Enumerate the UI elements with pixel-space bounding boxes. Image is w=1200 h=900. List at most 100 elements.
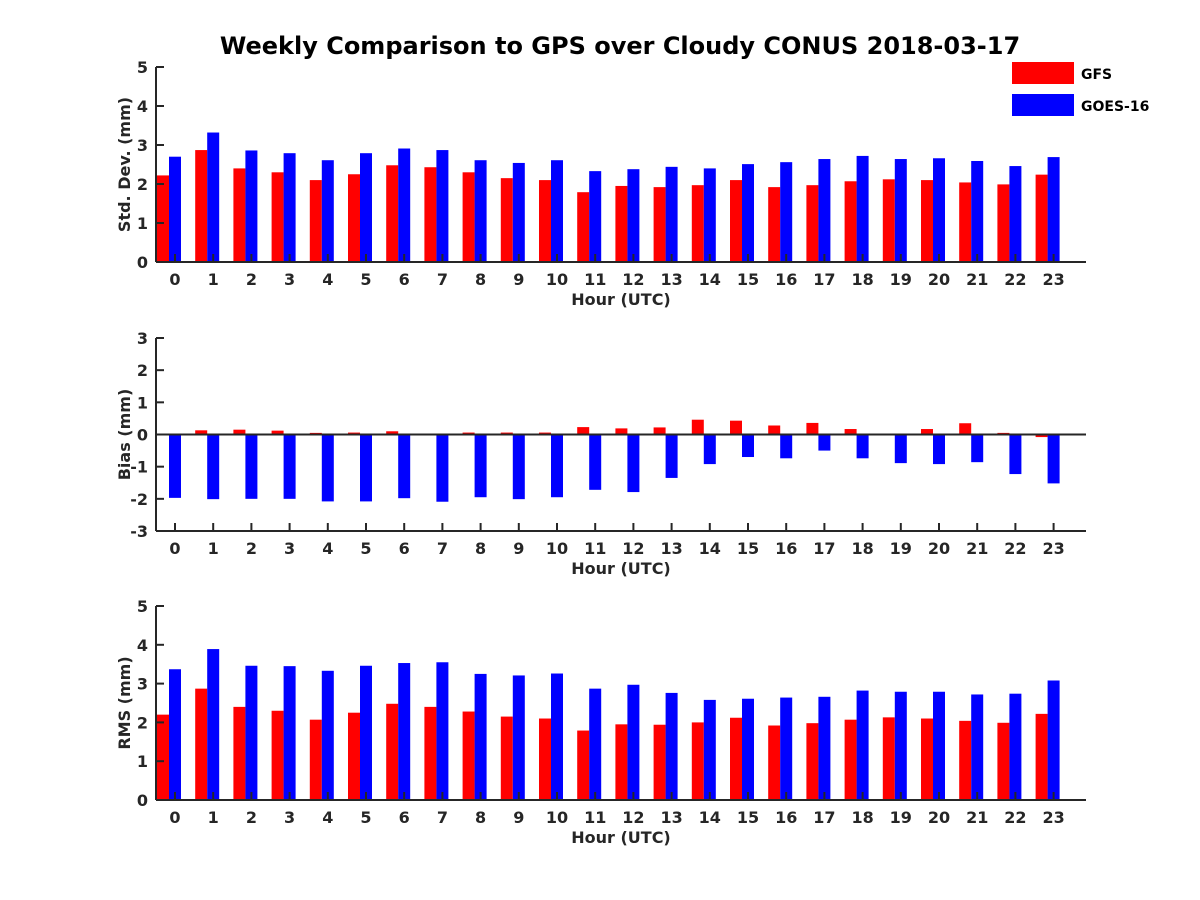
x-tick-label: 4 (322, 539, 333, 558)
x-tick-label: 17 (813, 539, 835, 558)
bar-rms-goes16-2 (245, 665, 258, 800)
x-tick-label: 5 (360, 808, 371, 827)
bar-stddev-goes16-12 (627, 169, 640, 262)
bar-stddev-gfs-19 (882, 179, 895, 262)
x-tick-label: 21 (966, 808, 988, 827)
bar-stddev-goes16-19 (894, 159, 907, 262)
bar-bias-goes16-22 (1009, 434, 1022, 475)
bar-rms-goes16-22 (1009, 693, 1022, 800)
y-tick-label: 5 (137, 58, 148, 77)
y-tick-label: 1 (137, 752, 148, 771)
x-tick-label: 6 (399, 808, 410, 827)
bar-stddev-gfs-0 (157, 175, 169, 262)
bar-bias-gfs-17 (806, 422, 819, 435)
bar-bias-goes16-9 (512, 434, 525, 500)
y-tick-label: -1 (130, 458, 148, 477)
bar-bias-goes16-1 (207, 434, 220, 500)
bar-stddev-goes16-23 (1047, 157, 1060, 262)
x-tick-label: 8 (475, 270, 486, 289)
bar-stddev-goes16-0 (169, 156, 181, 262)
bar-bias-gfs-6 (386, 431, 399, 435)
x-tick-label: 12 (622, 270, 644, 289)
y-tick-label: 0 (137, 791, 148, 810)
bar-rms-gfs-15 (730, 717, 742, 800)
bar-bias-goes16-4 (321, 434, 334, 502)
x-tick-label: 12 (622, 808, 644, 827)
chart-title: Weekly Comparison to GPS over Cloudy CON… (220, 32, 1020, 60)
bar-stddev-goes16-18 (856, 155, 869, 262)
x-tick-label: 1 (208, 539, 219, 558)
x-tick-label: 6 (399, 270, 410, 289)
x-tick-label: 8 (475, 808, 486, 827)
bar-bias-goes16-5 (360, 434, 372, 502)
x-tick-label: 16 (775, 539, 797, 558)
bar-stddev-goes16-9 (512, 162, 525, 262)
x-tick-label: 6 (399, 539, 410, 558)
y-tick-label: 2 (137, 361, 148, 380)
bar-stddev-goes16-21 (971, 160, 984, 262)
x-tick-label: 11 (584, 539, 606, 558)
bar-rms-gfs-7 (424, 706, 437, 800)
bar-rms-gfs-0 (157, 714, 169, 800)
bar-rms-gfs-4 (309, 719, 322, 800)
y-axis-label: Std. Dev. (mm) (115, 97, 134, 232)
bar-stddev-goes16-8 (474, 160, 487, 262)
x-axis-label: Hour (UTC) (571, 559, 671, 578)
bar-stddev-gfs-3 (271, 172, 284, 262)
bar-rms-goes16-14 (703, 699, 716, 800)
y-tick-label: 0 (137, 253, 148, 272)
bar-bias-gfs-3 (271, 430, 284, 435)
bar-rms-gfs-17 (806, 723, 819, 800)
y-tick-label: 1 (137, 393, 148, 412)
y-tick-label: 4 (137, 636, 148, 655)
y-tick-label: 3 (137, 329, 148, 348)
x-tick-label: 15 (737, 808, 759, 827)
bar-stddev-goes16-7 (436, 150, 449, 262)
bar-stddev-goes16-2 (245, 150, 258, 262)
x-tick-label: 14 (699, 539, 721, 558)
bar-rms-gfs-20 (921, 718, 933, 800)
x-tick-label: 16 (775, 808, 797, 827)
bar-stddev-gfs-21 (959, 182, 972, 262)
x-tick-label: 18 (851, 539, 873, 558)
x-tick-label: 1 (208, 808, 219, 827)
x-tick-label: 21 (966, 270, 988, 289)
y-tick-label: 0 (137, 426, 148, 445)
x-tick-label: 14 (699, 270, 721, 289)
y-tick-label: -3 (130, 522, 148, 541)
bar-stddev-gfs-18 (844, 181, 857, 262)
x-tick-label: 10 (546, 270, 568, 289)
bar-bias-gfs-13 (653, 427, 666, 435)
x-tick-label: 20 (928, 270, 950, 289)
bar-bias-gfs-14 (691, 419, 704, 435)
x-tick-label: 17 (813, 270, 835, 289)
y-tick-label: 2 (137, 175, 148, 194)
legend-label: GFS (1081, 67, 1112, 83)
bar-bias-goes16-20 (933, 434, 945, 465)
bar-stddev-goes16-11 (589, 171, 602, 262)
bar-stddev-gfs-11 (577, 192, 590, 262)
bar-rms-goes16-19 (894, 691, 907, 800)
x-tick-label: 5 (360, 539, 371, 558)
x-tick-label: 0 (169, 270, 180, 289)
bar-bias-goes16-12 (627, 434, 640, 493)
x-tick-label: 4 (322, 808, 333, 827)
bar-rms-gfs-18 (844, 719, 857, 800)
bar-bias-gfs-23 (1035, 434, 1048, 438)
bar-stddev-gfs-12 (615, 185, 628, 262)
bar-stddev-gfs-8 (462, 172, 475, 262)
bar-stddev-gfs-16 (768, 187, 781, 262)
bar-bias-goes16-10 (551, 434, 563, 498)
bar-stddev-goes16-4 (321, 160, 334, 262)
bar-rms-goes16-18 (856, 690, 869, 800)
bar-stddev-gfs-9 (500, 178, 513, 262)
x-tick-label: 8 (475, 539, 486, 558)
x-tick-label: 9 (513, 539, 524, 558)
bar-rms-gfs-5 (348, 712, 360, 800)
bar-stddev-goes16-13 (665, 166, 678, 262)
bar-rms-gfs-23 (1035, 713, 1048, 800)
y-tick-label: 3 (137, 136, 148, 155)
bar-stddev-gfs-13 (653, 187, 666, 262)
bar-bias-goes16-21 (971, 434, 984, 463)
bar-stddev-gfs-15 (730, 180, 742, 262)
